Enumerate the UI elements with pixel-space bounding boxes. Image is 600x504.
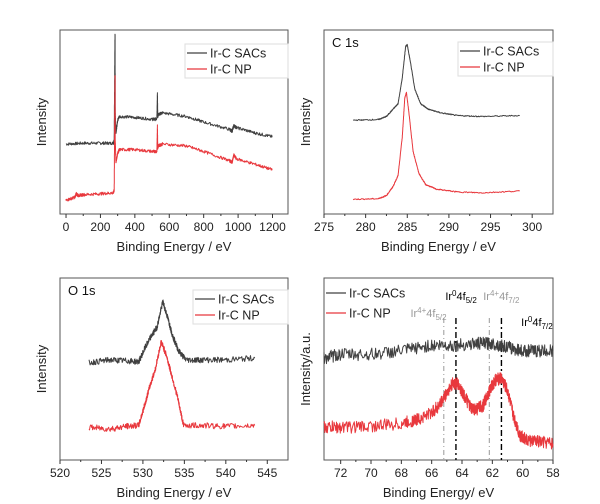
x-tick-label: 280 [356, 220, 376, 234]
x-tick-label: 285 [397, 220, 417, 234]
legend-label: Ir-C NP [483, 61, 525, 75]
legend-box [184, 43, 289, 79]
x-tick-label: 1200 [259, 220, 286, 234]
y-axis-label: Intensity/a.u. [298, 332, 313, 406]
x-tick-label: 520 [50, 466, 70, 480]
panel-label: O 1s [68, 283, 96, 298]
x-tick-label: 525 [91, 466, 111, 480]
legend-label: Ir-C SACs [210, 47, 266, 61]
series-line-ir-c-sacs [88, 299, 256, 366]
x-tick-label: 400 [125, 220, 145, 234]
x-tick-label: 275 [314, 220, 334, 234]
legend: Ir-C SACs Ir-C NP [184, 43, 289, 79]
x-tick-label: 66 [425, 466, 439, 480]
legend-box [192, 289, 289, 325]
legend-label: Ir-C NP [210, 63, 252, 77]
x-tick-label: 200 [90, 220, 110, 234]
panel-survey: 0 200 400 600 800 1000 1200 Binding Energy / eV… [34, 29, 289, 254]
panel-o1s: 520 525 530 535 540 545 Binding Energy / eV Int… [34, 277, 289, 500]
x-tick-label: 535 [174, 466, 194, 480]
x-tick-label: 60 [516, 466, 530, 480]
x-tick-label: 0 [63, 220, 70, 234]
legend-label: Ir-C NP [218, 309, 260, 323]
legend-label: Ir-C SACs [218, 293, 274, 307]
x-axis-label: Binding Energy / eV [117, 485, 232, 500]
x-tick-label: 68 [395, 466, 409, 480]
legend: Ir-C SACs Ir-C NP [326, 287, 405, 321]
series-line-ir-c-np [323, 372, 554, 450]
plot-frame [59, 277, 289, 461]
peak-annotation: Ir04f5/2 [445, 289, 477, 305]
x-tick-label: 70 [364, 466, 378, 480]
peak-annotation: Ir4+4f5/2 [410, 306, 447, 322]
x-tick-label: 295 [481, 220, 501, 234]
legend-label: Ir-C SACs [483, 45, 539, 59]
x-axis-label: Binding Energy / eV [117, 239, 232, 254]
x-tick-label: 64 [455, 466, 469, 480]
x-tick-label: 530 [133, 466, 153, 480]
plot-frame [59, 29, 289, 215]
peak-annotation: Ir4+4f7/2 [483, 289, 520, 305]
x-axis-label: Binding Energy / eV [381, 239, 496, 254]
y-axis-label: Intensity [34, 344, 49, 393]
series-line-ir-c-sacs [353, 43, 520, 122]
panel-ir4f: 72 70 68 66 64 62 60 58 Binding Energy/ eV Intens… [298, 277, 560, 500]
x-tick-label: 600 [159, 220, 179, 234]
peak-annotation: Ir04f7/2 [521, 315, 553, 331]
plot-frame [323, 29, 554, 215]
plot-frame [323, 277, 554, 461]
x-tick-label: 290 [439, 220, 459, 234]
series-line-ir-c-np [352, 91, 520, 201]
legend-box [457, 41, 554, 77]
y-axis-label: Intensity [298, 97, 313, 146]
series-line-ir-c-sacs [323, 336, 554, 365]
x-tick-label: 58 [546, 466, 560, 480]
x-tick-label: 62 [486, 466, 500, 480]
legend: Ir-C SACs Ir-C NP [457, 41, 554, 77]
series-line-ir-c-np [88, 340, 256, 432]
legend: Ir-C SACs Ir-C NP [192, 289, 289, 325]
series-line-ir-c-np [65, 75, 273, 202]
legend-label: Ir-C NP [349, 307, 391, 321]
x-tick-label: 540 [216, 466, 236, 480]
x-tick-label: 545 [257, 466, 277, 480]
x-tick-label: 800 [194, 220, 214, 234]
x-tick-label: 72 [334, 466, 348, 480]
panel-c1s: 275 280 285 290 295 300 Binding Energy / eV Int… [298, 29, 554, 254]
x-tick-label: 300 [522, 220, 542, 234]
y-axis-label: Intensity [34, 97, 49, 146]
legend-label: Ir-C SACs [349, 287, 405, 301]
x-axis-label: Binding Energy/ eV [383, 485, 495, 500]
x-tick-label: 1000 [225, 220, 252, 234]
panel-label: C 1s [332, 35, 359, 50]
